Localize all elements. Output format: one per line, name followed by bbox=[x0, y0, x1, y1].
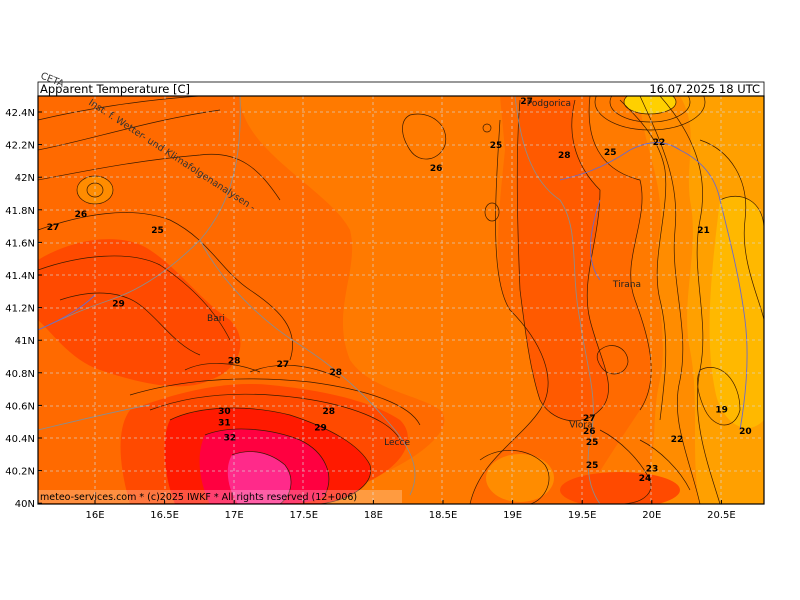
x-tick-label: 16.5E bbox=[150, 510, 179, 521]
y-tick-label: 41N bbox=[15, 336, 35, 347]
y-axis: 42.4N 42.2N 42N 41.8N 41.6N 41.4N 41.2N 41N 40.8… bbox=[5, 108, 42, 510]
y-tick-label: 42.2N bbox=[5, 141, 35, 152]
y-tick-label: 40.6N bbox=[5, 401, 35, 412]
field-cool-peak bbox=[624, 96, 676, 114]
city-label-podgorica: Podgorica bbox=[527, 99, 571, 109]
city-label-bari: Bari bbox=[207, 314, 225, 324]
contour-label: 28 bbox=[558, 151, 571, 161]
y-tick-label: 42.4N bbox=[5, 108, 35, 119]
contour-label: 22 bbox=[653, 138, 666, 148]
field-warm-spot bbox=[77, 176, 113, 204]
contour-label: 28 bbox=[228, 357, 241, 367]
valid-time: 16.07.2025 18 UTC bbox=[649, 82, 760, 96]
plot-frame bbox=[37, 95, 765, 505]
y-tick-label: 41.4N bbox=[5, 271, 35, 282]
y-tick-label: 40N bbox=[15, 499, 35, 510]
contour-label: 29 bbox=[112, 300, 125, 310]
x-tick-label: 16E bbox=[85, 510, 104, 521]
y-tick-label: 41.8N bbox=[5, 206, 35, 217]
city-label-vlora: Vlora bbox=[569, 420, 592, 430]
field-warm-blob-se2 bbox=[560, 472, 680, 504]
y-tick-label: 40.4N bbox=[5, 434, 35, 445]
city-label-tirana: Tirana bbox=[612, 280, 641, 290]
contour-label: 29 bbox=[314, 424, 327, 434]
contour-label: 27 bbox=[277, 360, 290, 370]
contour-label: 32 bbox=[224, 433, 237, 443]
contour-label: 28 bbox=[323, 407, 336, 417]
contour-label: 27 bbox=[47, 223, 60, 233]
city-labels: Bari Lecce Podgorica Tirana Vlora bbox=[207, 99, 641, 448]
contour-label: 25 bbox=[586, 461, 599, 471]
contour-label: 31 bbox=[218, 419, 231, 429]
contour-label: 19 bbox=[715, 406, 728, 416]
contour-label: 26 bbox=[583, 427, 596, 437]
contour-label: 20 bbox=[739, 427, 752, 437]
contour-label: 27 bbox=[520, 97, 533, 107]
contour-label: 28 bbox=[330, 368, 343, 378]
y-tick-label: 41.2N bbox=[5, 304, 35, 315]
x-axis: 16E 16.5E 17E 17.5E 18E 18.5E 19E 19.5E 20E 20.5E bbox=[85, 500, 736, 521]
contour-label: 21 bbox=[697, 226, 710, 236]
graticule bbox=[38, 96, 764, 504]
coastlines bbox=[38, 96, 748, 504]
y-tick-label: 40.2N bbox=[5, 467, 35, 478]
x-tick-label: 19.5E bbox=[568, 510, 597, 521]
contour-label: 27 bbox=[583, 414, 596, 424]
y-tick-label: 40.8N bbox=[5, 369, 35, 380]
x-tick-label: 17E bbox=[225, 510, 244, 521]
contour-label: 24 bbox=[639, 474, 652, 484]
city-label-lecce: Lecce bbox=[384, 438, 410, 448]
contour-label: 25 bbox=[586, 438, 599, 448]
contour-label: 30 bbox=[218, 407, 231, 417]
contour-label: 25 bbox=[151, 226, 164, 236]
contour-label: 22 bbox=[671, 435, 684, 445]
footer-copyright: meteo-services.com * (c)2025 IWKF * All … bbox=[40, 492, 357, 503]
map-title: Apparent Temperature [C] bbox=[40, 82, 190, 96]
field-19-east bbox=[709, 196, 764, 429]
field-warm-blob-se1 bbox=[486, 454, 554, 502]
footer-bar bbox=[38, 490, 402, 503]
x-tick-label: 20E bbox=[642, 510, 661, 521]
x-tick-label: 18E bbox=[364, 510, 383, 521]
x-tick-label: 20.5E bbox=[707, 510, 736, 521]
contour-label: 23 bbox=[646, 464, 659, 474]
x-tick-label: 19E bbox=[503, 510, 522, 521]
contour-label: 25 bbox=[490, 141, 503, 151]
contour-label: 26 bbox=[430, 164, 443, 174]
contour-label: 25 bbox=[604, 148, 617, 158]
contour-label: 26 bbox=[75, 210, 88, 220]
field-34-core bbox=[227, 451, 292, 504]
plot-area: Inst. f. Wetter- und Klimafolgenanalysen… bbox=[38, 96, 764, 504]
y-tick-label: 42N bbox=[15, 173, 35, 184]
field-26-west bbox=[38, 96, 140, 225]
x-tick-label: 18.5E bbox=[429, 510, 458, 521]
y-tick-label: 41.6N bbox=[5, 238, 35, 249]
x-tick-label: 17.5E bbox=[290, 510, 319, 521]
